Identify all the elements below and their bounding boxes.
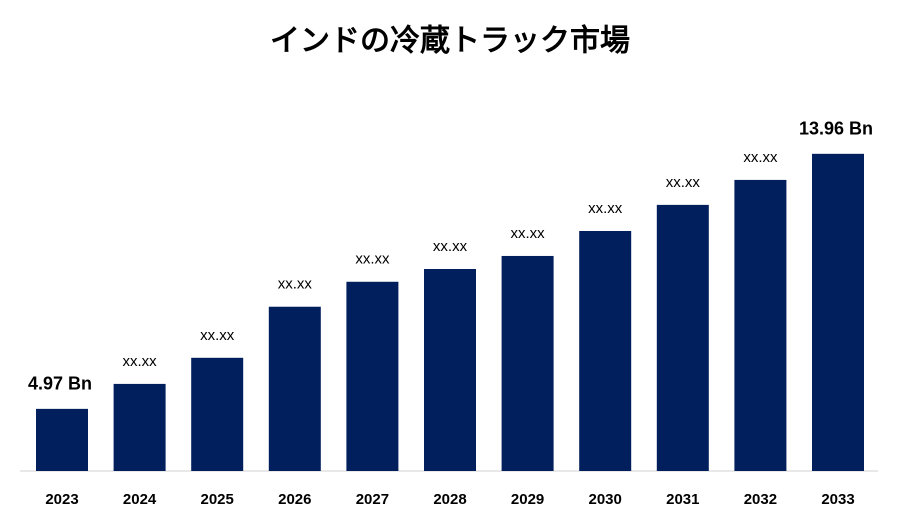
value-label: xx.xx	[433, 238, 468, 255]
value-label: xx.xx	[666, 174, 701, 191]
bar	[734, 179, 787, 471]
bar	[812, 153, 864, 472]
value-label: xx.xx	[511, 225, 546, 242]
x-tick-label: 2032	[744, 491, 777, 508]
value-label: xx.xx	[123, 353, 158, 370]
x-tick-label: 2030	[589, 491, 622, 508]
x-tick-label: 2031	[666, 491, 699, 508]
bar	[268, 306, 321, 471]
value-label: xx.xx	[743, 149, 778, 166]
x-tick-label: 2028	[433, 491, 466, 508]
x-tick-label: 2033	[821, 491, 854, 508]
x-tick-label: 2023	[45, 491, 78, 508]
x-tick-label: 2029	[511, 491, 544, 508]
bar	[579, 230, 632, 471]
x-tick-label: 2025	[201, 491, 234, 508]
bar	[113, 383, 166, 471]
value-label: xx.xx	[278, 276, 313, 293]
value-label: xx.xx	[588, 200, 623, 217]
bar	[346, 281, 399, 471]
value-label: xx.xx	[200, 327, 235, 344]
bar	[424, 269, 476, 471]
value-label: xx.xx	[355, 251, 390, 268]
bar	[501, 255, 554, 471]
bar	[191, 357, 244, 471]
bar	[656, 204, 709, 471]
value-label: 13.96 Bn	[799, 119, 873, 139]
chart-title: インドの冷蔵トラック市場	[270, 24, 630, 59]
bar	[36, 408, 88, 471]
x-tick-label: 2026	[278, 491, 311, 508]
x-tick-label: 2027	[356, 491, 389, 508]
value-label: 4.97 Bn	[28, 374, 92, 394]
x-tick-label: 2024	[123, 491, 157, 508]
